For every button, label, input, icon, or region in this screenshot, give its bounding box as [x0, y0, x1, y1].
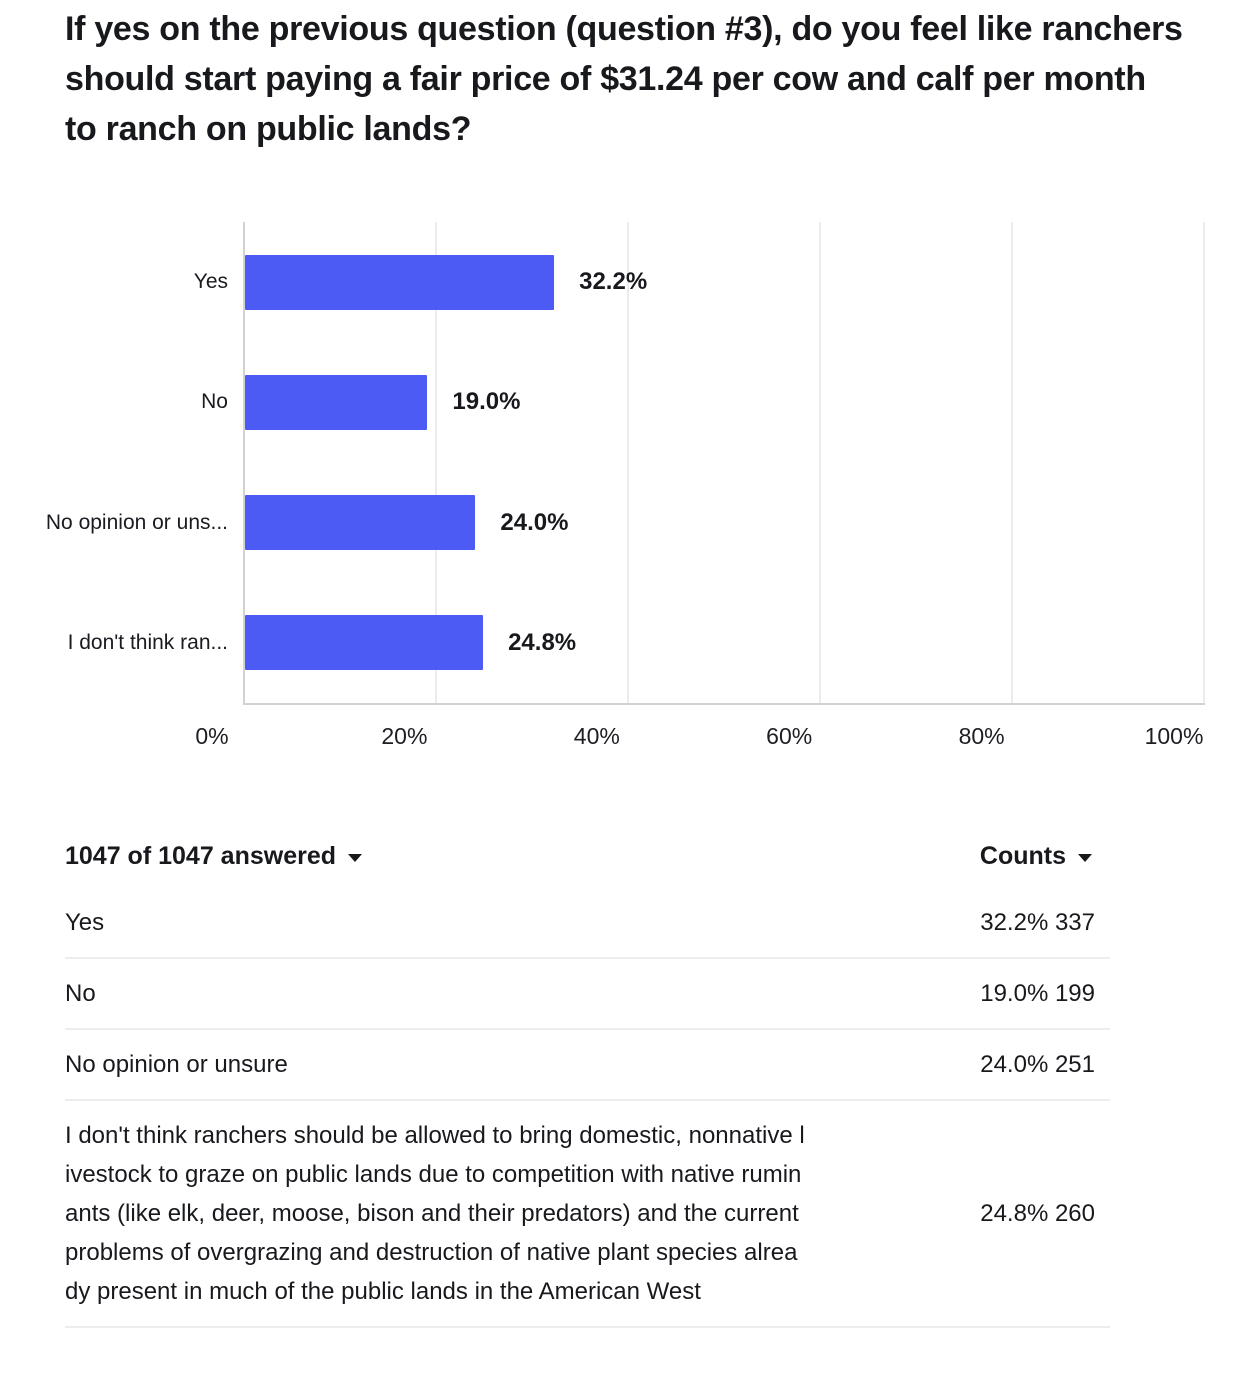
x-axis-tick-label: 80% [958, 723, 1005, 749]
chart-bar-row: No 19.0% [201, 342, 1205, 462]
category-label: No opinion or uns... [45, 510, 228, 534]
counts-column-label: Counts [979, 841, 1066, 870]
x-axis-tick-label: 20% [381, 723, 428, 749]
bar-value-label: 32.2% [579, 268, 648, 296]
bar-value-label: 19.0% [452, 388, 521, 416]
x-axis-tick-label: 0% [195, 723, 229, 749]
gridline [819, 222, 821, 703]
table-row: I don't think ranchers should be allowed… [65, 1101, 1110, 1328]
answer-percent-count: 19.0% 199 [980, 979, 1095, 1007]
x-axis-tick-label: 60% [766, 723, 813, 749]
category-label: I don't think ran... [67, 630, 228, 654]
table-row: Yes 32.2% 337 [65, 888, 1110, 959]
chart-x-axis: 0% 20% 40% 60% 80% 100% [195, 723, 1205, 757]
answered-filter-dropdown[interactable]: 1047 of 1047 answered [65, 842, 362, 871]
bar [245, 254, 555, 310]
bar [245, 615, 484, 671]
chart-bars: Yes 32.2% No 19.0% No opinion or uns... 24.0%… [46, 222, 1205, 703]
answer-percent-count: 24.0% 251 [980, 1050, 1095, 1078]
gridline [1203, 222, 1205, 703]
answer-label: I don't think ranchers should be allowed… [65, 1122, 805, 1305]
gridline [1011, 222, 1013, 703]
results-bar-chart: Yes 32.2% No 19.0% No opinion or uns... 24.0%… [0, 222, 1253, 767]
bar [245, 495, 476, 551]
table-body: Yes 32.2% 337 No 19.0% 199 No opinion or uns… [65, 888, 1110, 1328]
answer-percent-count: 24.8% 260 [980, 1199, 1095, 1227]
bar [245, 374, 428, 430]
answers-table: 1047 of 1047 answered Counts Yes 32.2% 33… [65, 838, 1110, 1328]
answer-label: No opinion or unsure [65, 1051, 288, 1078]
bar-value-label: 24.8% [508, 628, 577, 656]
table-row: No opinion or unsure 24.0% 251 [65, 1030, 1110, 1101]
counts-column-dropdown[interactable]: Counts [980, 842, 1092, 871]
gridline [435, 222, 437, 703]
answer-label: Yes [65, 909, 105, 936]
question-title: If yes on the previous question (questio… [65, 10, 1183, 148]
chart-bar-row: Yes 32.2% [194, 222, 1205, 342]
chart-bar-row: I don't think ran... 24.8% [68, 583, 1205, 703]
answer-percent-count: 32.2% 337 [980, 908, 1095, 936]
chart-plot-area: Yes 32.2% No 19.0% No opinion or uns... 24.0%… [46, 222, 1205, 705]
bar-value-label: 24.0% [500, 508, 569, 536]
category-label: Yes [193, 270, 228, 294]
answered-count-label: 1047 of 1047 answered [65, 841, 336, 870]
gridline [627, 222, 629, 703]
chevron-down-icon [1078, 854, 1092, 862]
chevron-down-icon [348, 854, 362, 862]
table-row: No 19.0% 199 [65, 959, 1110, 1030]
answer-label: No [65, 980, 96, 1007]
table-header: 1047 of 1047 answered Counts [65, 838, 1110, 874]
category-label: No [201, 390, 228, 414]
x-axis-tick-label: 100% [1144, 723, 1204, 749]
chart-bar-row: No opinion or uns... 24.0% [46, 463, 1205, 583]
x-axis-tick-label: 40% [573, 723, 620, 749]
